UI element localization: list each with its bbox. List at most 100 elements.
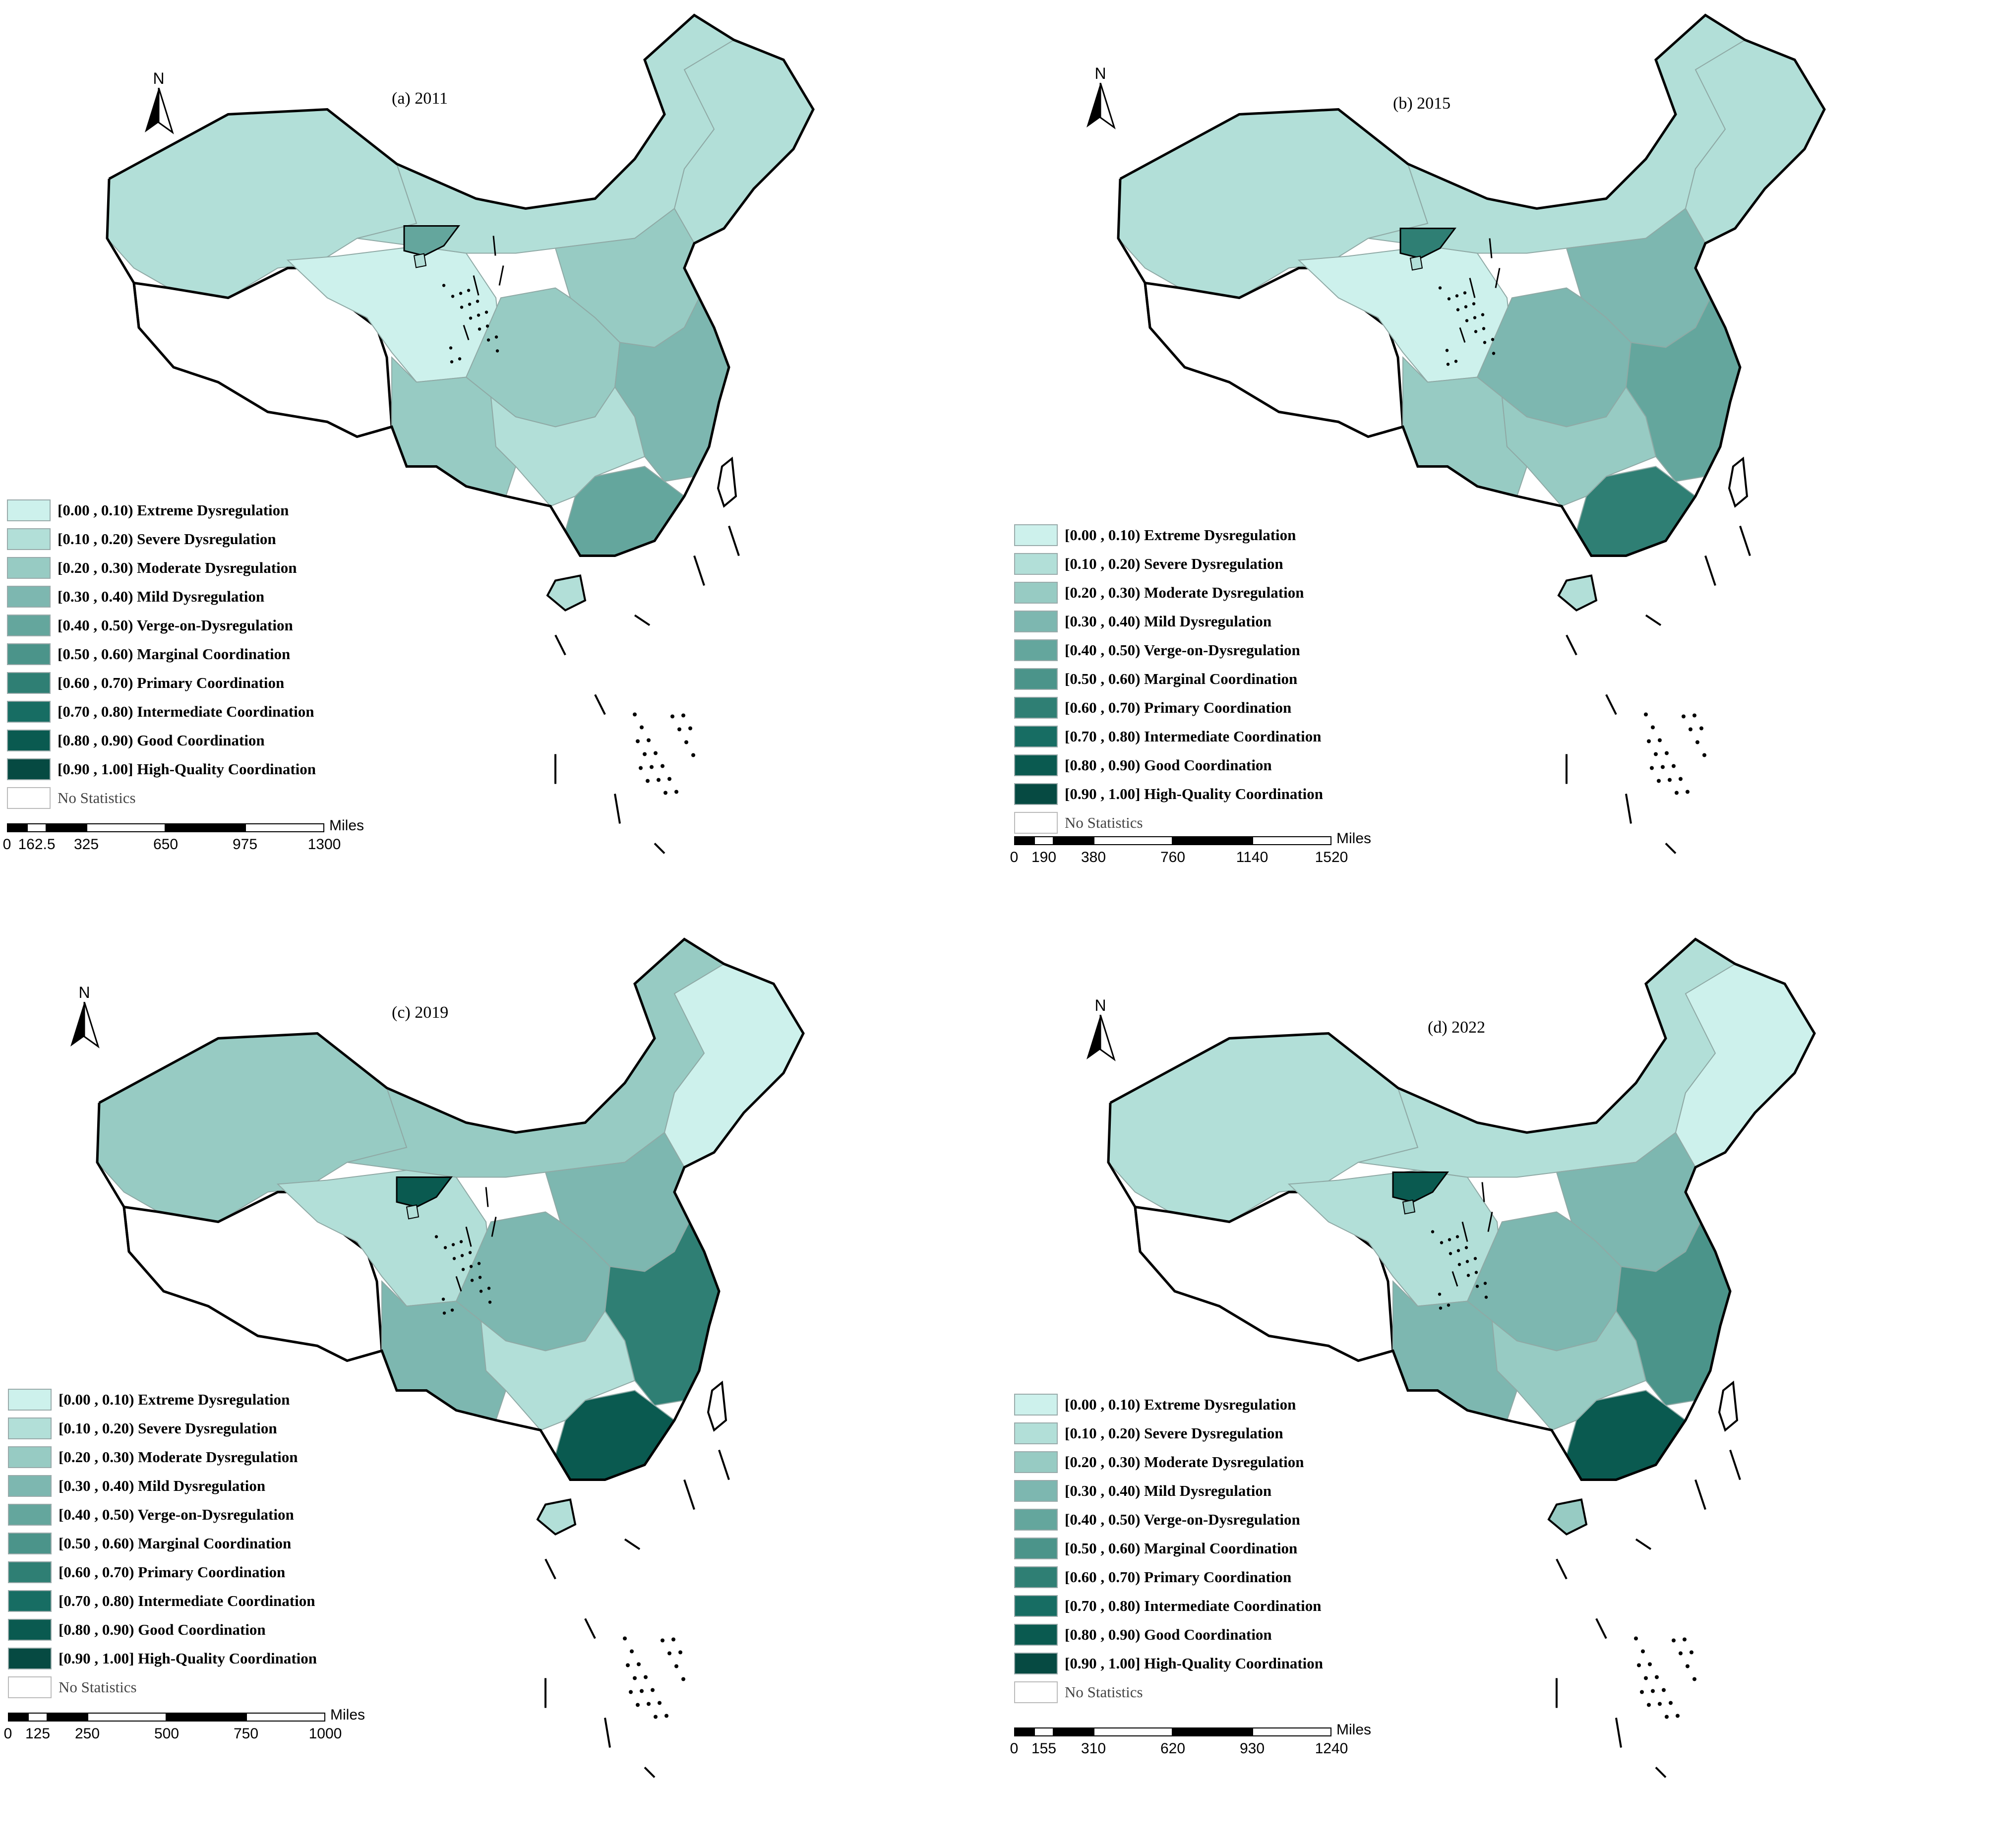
legend-swatch <box>1014 1624 1058 1646</box>
scale-segment <box>1014 1727 1034 1736</box>
sea-boundary-dash <box>584 1618 596 1639</box>
island-dot <box>647 738 651 742</box>
hainan-island <box>536 1498 577 1536</box>
legend-swatch <box>8 1389 52 1411</box>
legend-item: [0.00 , 0.10) Extreme Dysregulation <box>7 496 316 525</box>
legend-item: [0.50 , 0.60) Marginal Coordination <box>1014 665 1323 693</box>
scale-tick-label: 0 <box>1010 849 1019 865</box>
island-dot <box>688 726 692 731</box>
legend-item: [0.80 , 0.90) Good Coordination <box>8 1615 317 1644</box>
scale-segment <box>27 823 47 832</box>
china-map <box>96 937 805 1778</box>
legend-item: [0.60 , 0.70) Primary Coordination <box>1014 1563 1323 1592</box>
island-dot <box>636 739 640 743</box>
legend-label: [0.20 , 0.30) Moderate Dysregulation <box>58 559 297 576</box>
south-china-sea-inset <box>396 1176 497 1315</box>
legend-swatch <box>8 1561 52 1583</box>
legend-swatch <box>8 1475 52 1497</box>
hainan-island <box>1557 574 1598 612</box>
legend-item: No Statistics <box>1014 808 1323 837</box>
legend-swatch <box>1014 1538 1058 1559</box>
island-dot <box>1675 791 1679 795</box>
sea-boundary-dash <box>644 1767 656 1778</box>
island-dot <box>681 713 685 718</box>
legend-label: [0.70 , 0.80) Intermediate Coordination <box>1065 728 1322 745</box>
scale-segment <box>48 1713 87 1722</box>
scale-tick-label: 380 <box>1081 849 1106 865</box>
legend-label: [0.20 , 0.30) Moderate Dysregulation <box>59 1448 298 1466</box>
legend-swatch <box>8 1619 52 1641</box>
island-dot <box>1658 1702 1662 1706</box>
island-dot <box>639 766 643 770</box>
scale-segment <box>1054 836 1093 845</box>
legend-item: [0.60 , 0.70) Primary Coordination <box>7 669 316 697</box>
sea-boundary-dash <box>624 1538 641 1550</box>
island-dot <box>1669 1701 1673 1705</box>
island-dot <box>667 1651 671 1656</box>
scale-tick-label: 760 <box>1160 849 1186 865</box>
legend-label: No Statistics <box>1065 1683 1143 1701</box>
legend-label: [0.50 , 0.60) Marginal Coordination <box>1065 1540 1298 1557</box>
legend-item: [0.80 , 0.90) Good Coordination <box>1014 1620 1323 1649</box>
island-dot <box>674 790 678 794</box>
sea-boundary-dash <box>693 555 705 586</box>
legend-swatch <box>1014 524 1058 546</box>
legend-label: [0.00 , 0.10) Extreme Dysregulation <box>59 1391 290 1408</box>
scale-segment <box>1173 836 1252 845</box>
island-dot <box>681 1677 685 1681</box>
taiwan-island <box>717 456 737 508</box>
legend-swatch <box>1014 1566 1058 1588</box>
scale-tick-label: 0 <box>3 1725 12 1742</box>
legend-swatch <box>7 672 51 694</box>
island-dot <box>1676 1714 1680 1718</box>
sea-boundary-dash <box>654 843 665 854</box>
island-dot <box>1672 1638 1676 1643</box>
legend-label: [0.70 , 0.80) Intermediate Coordination <box>58 703 314 720</box>
legend-item: [0.70 , 0.80) Intermediate Coordination <box>8 1587 317 1615</box>
north-label: N <box>1094 64 1106 82</box>
island-dot <box>1686 1664 1690 1668</box>
national-border <box>1117 13 1826 557</box>
island-dot <box>1644 1676 1648 1680</box>
sea-boundary-dash <box>1605 694 1617 715</box>
island-dot <box>1692 713 1696 718</box>
legend-item: [0.30 , 0.40) Mild Dysregulation <box>8 1472 317 1500</box>
island-dot <box>674 1664 678 1668</box>
legend-swatch <box>1014 1422 1058 1444</box>
legend-label: [0.90 , 1.00] High-Quality Coordination <box>1065 1655 1324 1672</box>
legend-item: [0.90 , 1.00] High-Quality Coordination <box>1014 780 1323 808</box>
legend-item: [0.70 , 0.80) Intermediate Coordination <box>1014 722 1323 751</box>
legend-label: [0.60 , 0.70) Primary Coordination <box>59 1563 286 1581</box>
legend-label: [0.40 , 0.50) Verge-on-Dysregulation <box>1065 641 1300 659</box>
legend-swatch <box>7 528 51 550</box>
scale-tick-label: 650 <box>153 836 179 853</box>
scale-segment <box>1014 836 1034 845</box>
scale-tick-label: 325 <box>73 836 99 853</box>
legend-label: [0.00 , 0.10) Extreme Dysregulation <box>1065 1396 1296 1413</box>
island-dot <box>1651 1689 1655 1693</box>
scale-unit: Miles <box>1336 1722 1372 1738</box>
sea-boundary-dash <box>1595 1618 1607 1639</box>
island-dot <box>644 1675 648 1679</box>
island-dot <box>650 765 654 769</box>
legend-swatch <box>1014 1451 1058 1473</box>
hainan-island <box>1547 1498 1588 1536</box>
legend-label: [0.40 , 0.50) Verge-on-Dysregulation <box>58 616 293 634</box>
legend-label: [0.40 , 0.50) Verge-on-Dysregulation <box>1065 1511 1300 1528</box>
legend-item: [0.30 , 0.40) Mild Dysregulation <box>1014 1477 1323 1505</box>
legend-label: [0.10 , 0.20) Severe Dysregulation <box>58 530 276 548</box>
island-dot <box>651 1688 655 1692</box>
island-dot <box>1654 752 1658 756</box>
scale-unit: Miles <box>329 817 364 834</box>
map-panel-2011: (a) 2011 N [0.00 , 0.10) Extreme Dysregula… <box>0 0 996 924</box>
sea-boundary-dash <box>1694 1479 1706 1510</box>
scale-tick-label: 125 <box>25 1725 51 1742</box>
sea-boundary-dash <box>1665 843 1677 854</box>
taiwan-island <box>707 1380 727 1432</box>
island-dot <box>1679 1651 1683 1656</box>
legend-swatch <box>7 643 51 665</box>
island-dot <box>1657 779 1661 783</box>
scale-unit: Miles <box>330 1707 365 1723</box>
legend-item: [0.20 , 0.30) Moderate Dysregulation <box>8 1443 317 1472</box>
legend-swatch <box>1014 726 1058 747</box>
